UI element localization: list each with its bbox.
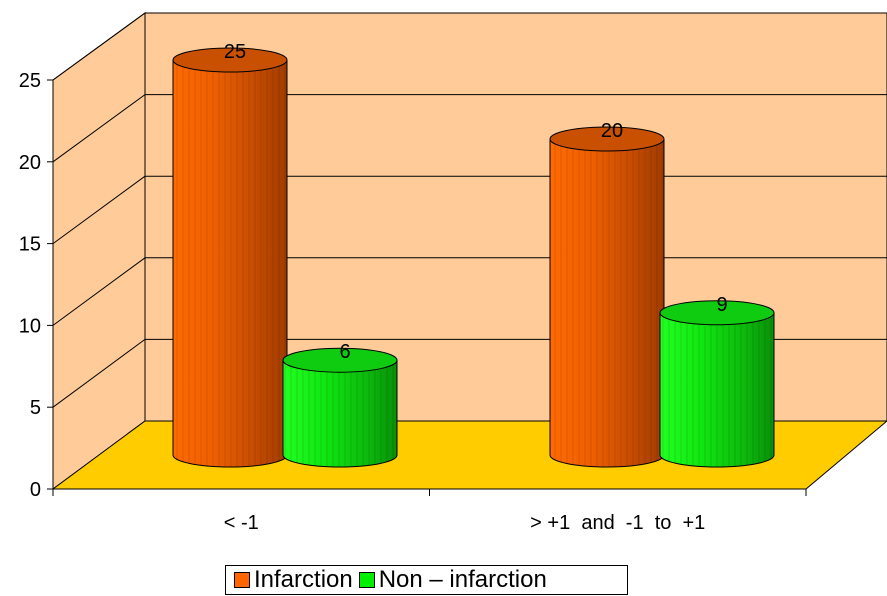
bars — [172, 47, 775, 468]
y-tick-label: 10 — [19, 315, 41, 337]
grid-line-side — [52, 257, 146, 326]
grid-line-side — [52, 175, 146, 245]
legend-swatch-infarction — [234, 572, 250, 588]
x-tick-label: < -1 — [224, 512, 259, 534]
bar-non-infarction-1 — [282, 347, 398, 468]
data-label: 6 — [339, 341, 350, 363]
data-label: 25 — [224, 41, 246, 63]
bar-top — [549, 126, 665, 152]
bar-texture — [660, 312, 774, 467]
bar-texture — [550, 139, 664, 467]
x-tick-label: > +1 and -1 to +1 — [530, 512, 705, 534]
bar-texture — [283, 360, 397, 467]
bar-infarction-2 — [549, 126, 665, 468]
bar-texture — [173, 60, 287, 467]
bar-infarction-1 — [172, 47, 288, 468]
grid-line-side — [52, 12, 146, 81]
bar-top — [282, 347, 398, 373]
y-tick-label: 25 — [19, 70, 41, 92]
bar-non-infarction-2 — [659, 300, 775, 468]
data-label: 20 — [601, 120, 623, 142]
y-tick-label: 5 — [30, 397, 41, 419]
bar-top — [172, 47, 288, 73]
legend: Infarction Non – infarction — [225, 565, 628, 595]
y-tick-label: 15 — [19, 234, 41, 256]
legend-label-non-infarction: Non – infarction — [378, 566, 547, 593]
data-labels: 25 20 6 9 — [224, 41, 728, 363]
legend-swatch-non-infarction — [358, 572, 375, 588]
side-wall — [52, 12, 146, 490]
grid-line-side — [52, 338, 146, 408]
bar-top — [659, 300, 775, 326]
grid-line-side — [52, 94, 146, 163]
legend-label-infarction: Infarction — [254, 566, 353, 593]
data-label: 9 — [716, 294, 727, 316]
legend-item-non-infarction: Non – infarction — [358, 566, 547, 594]
legend-item-infarction: Infarction — [234, 566, 353, 594]
y-tick-label: 0 — [30, 479, 41, 501]
y-axis: 0 5 10 15 20 25 — [19, 70, 54, 501]
x-axis: < -1 > +1 and -1 to +1 — [52, 488, 807, 534]
y-tick-label: 20 — [19, 152, 41, 174]
